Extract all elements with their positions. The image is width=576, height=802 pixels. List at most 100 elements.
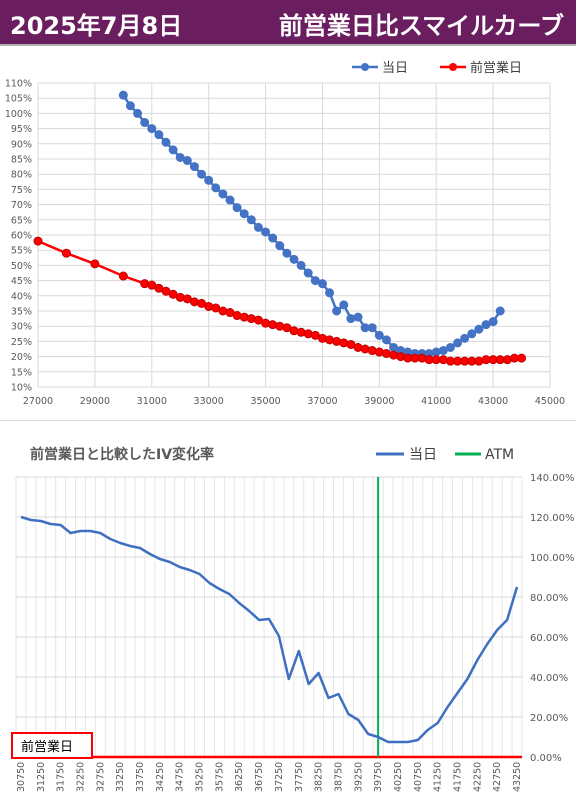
x-tick-label: 37250 [274,762,285,792]
y-tick-label: 25% [11,337,32,348]
y-tick-label: 60% [11,231,32,242]
y-tick-label: 35% [11,307,32,318]
y-tick-label: 70% [11,200,32,211]
x-tick-label: 39000 [364,396,394,407]
x-tick-label: 31000 [137,396,167,407]
x-tick-label: 45000 [535,396,565,407]
x-tick-label: 39250 [353,762,364,792]
x-tick-label: 30750 [16,762,27,792]
y-tick-label: 65% [11,215,32,226]
data-point [197,169,207,179]
x-tick-label: 43250 [512,762,523,792]
data-point [453,338,463,348]
x-tick-label: 42750 [492,762,503,792]
y-tick-label: 55% [11,246,32,257]
x-tick-label: 41250 [433,762,444,792]
x-tick-label: 35250 [195,762,206,792]
x-tick-label: 42250 [472,762,483,792]
data-point [495,306,505,316]
data-point [339,300,349,310]
header-date: 2025年7月8日 [10,12,183,40]
y-tick-label: 80% [11,170,32,181]
x-tick-label: 40250 [393,762,404,792]
data-point [232,203,242,213]
data-point [460,333,470,343]
data-point [367,323,377,333]
data-point [517,353,527,363]
x-tick-label: 37000 [307,396,337,407]
data-point [317,279,327,289]
y-tick-label: 60.00% [530,633,568,644]
x-tick-label: 41750 [453,762,464,792]
data-point [353,312,363,322]
x-tick-label: 37750 [294,762,305,792]
header-title: 前営業日比スマイルカーブ [278,12,564,40]
data-point [118,271,128,281]
data-point [303,268,313,278]
y-tick-label: 105% [5,94,32,105]
data-point [325,288,335,298]
data-point [154,130,164,140]
smile-curve-chart: 10% 15% 20% 25% 30% 35% 40% 45% 50% 55% 60% 65% 70% 7… [5,60,565,407]
legend-label: 前営業日 [470,60,522,76]
x-tick-label: 40750 [413,762,424,792]
y-tick-label: 75% [11,185,32,196]
data-point [140,118,150,128]
chart-divider [0,420,576,421]
x-tick-label: 34750 [175,762,186,792]
series-line-today [122,94,502,355]
x-tick-label: 39750 [373,762,384,792]
y-tick-label: 40.00% [530,673,568,684]
y-tick-label: 20% [11,352,32,363]
data-point [261,227,271,237]
data-point [33,236,43,246]
data-point [239,209,249,219]
y-tick-label: 95% [11,124,32,135]
legend-marker [449,63,457,71]
y-tick-label: 90% [11,139,32,150]
chart-title: 前営業日と比較したIV変化率 [30,446,214,463]
x-tick-label: 33000 [194,396,224,407]
data-point [253,222,263,232]
header-separator [0,44,576,46]
y-tick-label: 50% [11,261,32,272]
y-tick-label: 100.00% [530,553,575,564]
data-point [445,342,455,352]
y-tick-label: 120.00% [530,513,575,524]
y-tick-label: 10% [11,383,32,394]
x-tick-label: 41000 [421,396,451,407]
data-point [474,324,484,334]
y-tick-label: 100% [5,109,32,120]
legend-label: 当日 [382,61,408,76]
data-point [204,175,214,185]
x-tick-label: 34250 [155,762,166,792]
data-point [147,124,157,134]
y-tick-label: 30% [11,322,32,333]
x-tick-label: 43000 [478,396,508,407]
x-tick-label: 31750 [56,762,67,792]
legend-label: 当日 [409,447,437,463]
y-tick-label: 0.00% [530,753,562,764]
x-tick-label: 35750 [214,762,225,792]
x-tick-label: 32250 [75,762,86,792]
x-tick-label: 38250 [314,762,325,792]
data-point [289,254,299,264]
x-tick-label: 33750 [135,762,146,792]
y-tick-label: 15% [11,367,32,378]
x-tick-label: 31250 [36,762,47,792]
data-point [211,183,221,193]
iv-change-chart: 0.00% 20.00% 40.00% 60.00% 80.00% 100.00% 120.… [11,446,575,792]
x-tick-label: 29000 [80,396,110,407]
data-point [61,248,71,258]
series-line-prev [37,239,522,363]
data-point [182,156,192,166]
x-tick-label: 36750 [254,762,265,792]
x-tick-label: 38750 [333,762,344,792]
x-tick-label: 33250 [115,762,126,792]
data-point [246,215,256,225]
data-point [118,90,128,100]
legend-marker [361,63,369,71]
x-tick-label: 35000 [250,396,280,407]
y-tick-label: 80.00% [530,593,568,604]
baseline-label-box [11,732,93,759]
